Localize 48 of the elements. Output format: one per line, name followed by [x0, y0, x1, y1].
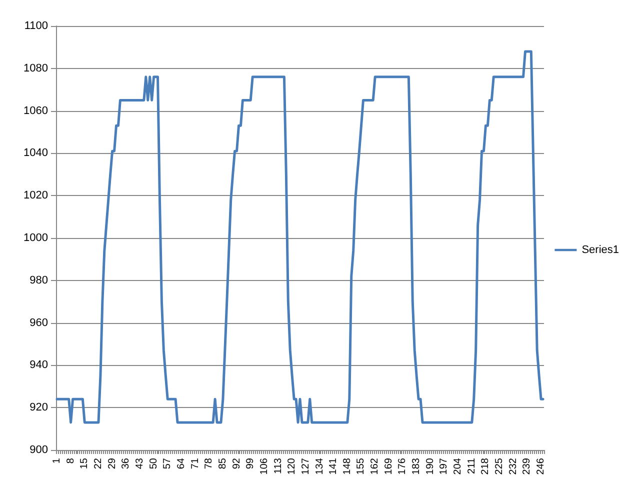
x-tick-label: 225 [494, 458, 506, 475]
x-tick-label: 29 [106, 458, 118, 470]
x-tick-label: 64 [176, 458, 187, 470]
x-tick-label: 197 [438, 458, 450, 475]
x-tick-label: 204 [452, 458, 464, 475]
x-tick-label: 148 [342, 458, 353, 475]
x-tick-label: 141 [328, 458, 340, 475]
x-tick-label: 169 [383, 458, 394, 475]
x-tick-label: 43 [134, 458, 146, 470]
x-tick-label: 71 [190, 458, 201, 470]
x-tick-label: 120 [286, 458, 298, 475]
x-tick-label: 85 [217, 458, 228, 470]
x-tick-label: 15 [79, 458, 90, 470]
x-tick-label: 239 [522, 458, 533, 475]
x-tick-label: 155 [356, 458, 367, 475]
x-tick-label: 218 [480, 458, 492, 475]
x-tick-label: 1 [51, 458, 62, 464]
x-tick-label: 57 [162, 458, 174, 470]
x-tick-label: 113 [272, 458, 284, 474]
x-tick-label: 162 [370, 458, 381, 475]
x-tick-label: 127 [300, 458, 312, 475]
y-tick-label: 980 [30, 274, 48, 286]
x-tick-label: 134 [314, 458, 326, 475]
y-tick-label: 940 [30, 359, 48, 372]
y-tick-label: 960 [30, 316, 48, 329]
x-tick-label: 36 [120, 458, 132, 470]
x-tick-label: 22 [92, 458, 104, 470]
x-tick-label: 8 [65, 458, 76, 464]
legend-label: Series1 [582, 244, 619, 256]
x-tick-label: 176 [397, 458, 408, 475]
y-tick-label: 1040 [24, 147, 48, 160]
x-tick-label: 106 [258, 458, 270, 475]
x-tick-label: 232 [508, 458, 519, 475]
y-tick-label: 1100 [24, 20, 48, 32]
y-tick-label: 1060 [24, 104, 48, 117]
y-tick-label: 900 [30, 444, 48, 456]
x-tick-label: 183 [411, 458, 422, 475]
x-tick-label: 78 [204, 458, 215, 470]
x-tick-label: 211 [466, 458, 478, 474]
x-tick-label: 50 [148, 458, 160, 470]
x-tick-label: 246 [536, 458, 547, 475]
y-tick-label: 1000 [24, 232, 48, 244]
y-tick-label: 920 [30, 402, 48, 414]
x-tick-label: 99 [245, 458, 256, 470]
y-tick-label: 1080 [24, 62, 48, 74]
y-tick-label: 1020 [24, 190, 48, 202]
x-tick-label: 190 [424, 458, 436, 475]
x-tick-label: 92 [231, 458, 242, 470]
